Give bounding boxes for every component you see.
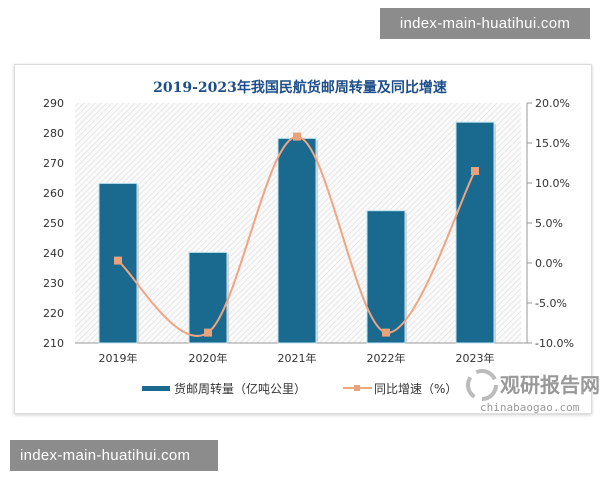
left-tick-label: 270 [43,157,64,170]
left-tick-label: 290 [43,97,64,110]
x-tick-label: 2020年 [189,351,228,365]
legend: 货邮周转量（亿吨公里） 同比增速（%） [142,381,457,396]
right-tick-label: 5.0% [535,217,563,230]
bar [455,121,495,344]
chart-title: 2019-2023年我国民航货邮周转量及同比增速 [153,79,447,96]
right-tick-label: 0.0% [535,257,563,270]
left-tick-label: 230 [43,277,64,290]
growth-point [114,256,122,265]
source-logo: 观研报告网 chinabaogao.com [466,369,600,414]
left-tick-label: 240 [43,247,64,260]
legend-bar-swatch [142,386,170,391]
right-tick-label: -10.0% [535,337,574,350]
logo-name: 观研报告网 [500,373,600,397]
right-tick-label: 20.0% [535,97,570,110]
growth-point [204,328,212,337]
logo-swirl-icon [466,369,498,401]
legend-line-marker [354,385,360,391]
left-tick-label: 280 [43,127,64,140]
right-tick-label: -5.0% [535,297,567,310]
legend-line-label: 同比增速（%） [374,382,457,396]
watermark-bottom: index-main-huatihui.com [10,440,218,471]
legend-bar-label: 货邮周转量（亿吨公里） [174,381,306,396]
growth-point [293,132,301,141]
logo-url: chinabaogao.com [480,401,580,414]
growth-point [382,328,390,337]
x-tick-label: 2019年 [99,351,138,365]
left-tick-label: 260 [43,187,64,200]
left-tick-label: 250 [43,217,64,230]
watermark-top: index-main-huatihui.com [380,8,590,39]
left-tick-label: 220 [43,307,64,320]
x-tick-label: 2021年 [278,351,317,365]
bar [277,137,317,344]
x-tick-label: 2023年 [456,351,495,365]
bar [366,210,406,344]
growth-point [471,167,479,175]
bar [188,251,228,344]
left-tick-label: 210 [43,337,64,350]
right-tick-label: 15.0% [535,137,570,150]
x-tick-label: 2022年 [367,351,406,365]
right-tick-label: 10.0% [535,177,570,190]
